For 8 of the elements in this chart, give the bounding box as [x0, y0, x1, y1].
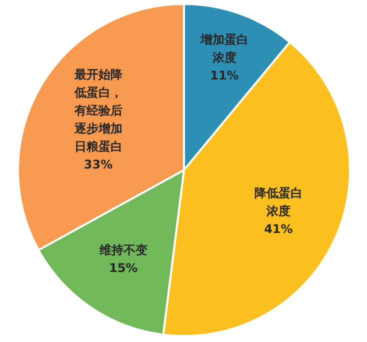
slice-label: 最开始降低蛋白，有经验后逐步增加日粮蛋白 — [73, 67, 124, 154]
data-label: 15% — [108, 261, 138, 276]
slice-label: 维持不变 — [98, 243, 148, 258]
data-label: 33% — [84, 157, 113, 172]
slice-label: 增加蛋白浓度 — [199, 32, 248, 65]
data-label: 41% — [264, 222, 293, 236]
slice-label: 降低蛋白浓度 — [254, 186, 302, 218]
data-label: 11% — [210, 68, 239, 83]
